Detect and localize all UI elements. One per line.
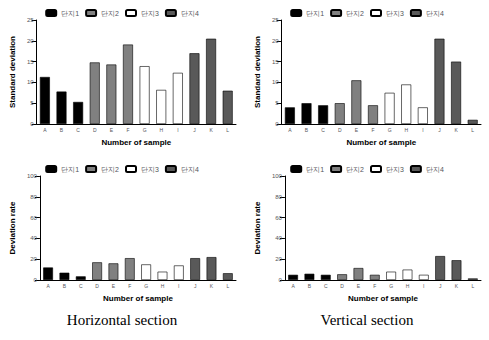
svg-text:Number of sample: Number of sample [346,138,416,147]
svg-text:G: G [388,127,392,133]
svg-text:단지2: 단지2 [101,10,119,17]
svg-text:15: 15 [27,59,34,65]
svg-text:Deviation rate: Deviation rate [253,201,262,254]
svg-text:10: 10 [27,79,34,85]
svg-text:E: E [355,127,359,133]
svg-text:F: F [128,283,131,289]
svg-text:25: 25 [27,17,34,23]
svg-text:Number of sample: Number of sample [348,294,418,303]
svg-text:C: C [79,283,83,289]
svg-text:D: D [340,283,344,289]
svg-text:C: C [324,283,328,289]
svg-text:H: H [406,283,410,289]
svg-text:F: F [373,283,376,289]
svg-text:B: B [308,283,312,289]
svg-text:Deviation rate: Deviation rate [8,201,17,254]
svg-text:단지1: 단지1 [306,166,324,173]
svg-text:0: 0 [34,277,38,283]
svg-text:L: L [226,283,229,289]
svg-text:C: C [76,127,80,133]
svg-text:단지4: 단지4 [181,10,199,17]
svg-text:단지3: 단지3 [386,10,404,17]
svg-text:Number of sample: Number of sample [103,294,173,303]
svg-text:100: 100 [272,173,283,179]
svg-text:20: 20 [272,38,279,44]
svg-text:K: K [454,127,458,133]
svg-text:단지2: 단지2 [346,10,364,17]
svg-text:C: C [321,127,325,133]
svg-text:I: I [422,127,423,133]
svg-text:H: H [161,283,165,289]
svg-text:A: A [291,283,295,289]
svg-text:E: E [112,283,116,289]
svg-text:단지4: 단지4 [426,10,444,17]
svg-text:0: 0 [279,277,283,283]
svg-text:5: 5 [30,100,34,106]
svg-text:단지1: 단지1 [306,10,324,17]
svg-text:E: E [110,127,114,133]
svg-text:B: B [63,283,67,289]
svg-text:F: F [126,127,129,133]
svg-text:단지1: 단지1 [61,10,79,17]
svg-text:A: A [43,127,47,133]
svg-text:15: 15 [272,59,279,65]
svg-text:E: E [357,283,361,289]
svg-text:D: D [95,283,99,289]
svg-text:단지4: 단지4 [426,166,444,173]
svg-text:20: 20 [275,256,282,262]
svg-text:Standard deviation: Standard deviation [8,36,17,108]
svg-text:F: F [371,127,374,133]
svg-text:K: K [210,283,214,289]
svg-text:I: I [423,283,424,289]
svg-text:G: G [389,283,393,289]
svg-text:단지3: 단지3 [141,166,159,173]
svg-text:40: 40 [275,235,282,241]
html-text:Horizontal section: Horizontal section [66,312,178,328]
svg-text:80: 80 [275,194,282,200]
svg-text:L: L [226,127,229,133]
svg-text:5: 5 [275,100,279,106]
svg-text:60: 60 [30,215,37,221]
svg-text:Standard deviation: Standard deviation [253,36,262,108]
svg-text:0: 0 [275,121,279,127]
svg-text:100: 100 [27,173,38,179]
svg-text:J: J [439,283,442,289]
svg-text:G: G [144,283,148,289]
svg-text:단지1: 단지1 [61,166,79,173]
svg-text:J: J [193,127,196,133]
svg-text:J: J [194,283,197,289]
svg-text:L: L [471,283,474,289]
svg-text:0: 0 [30,121,34,127]
svg-text:L: L [471,127,474,133]
svg-text:J: J [438,127,441,133]
svg-text:단지2: 단지2 [101,166,119,173]
svg-text:H: H [159,127,163,133]
svg-text:단지4: 단지4 [181,166,199,173]
svg-text:20: 20 [30,256,37,262]
svg-text:I: I [178,283,179,289]
svg-text:80: 80 [30,194,37,200]
svg-text:25: 25 [272,17,279,23]
svg-text:D: D [338,127,342,133]
svg-text:단지2: 단지2 [346,166,364,173]
svg-text:I: I [177,127,178,133]
svg-text:20: 20 [27,38,34,44]
svg-text:A: A [46,283,50,289]
svg-text:Number of sample: Number of sample [101,138,171,147]
svg-text:K: K [209,127,213,133]
svg-text:H: H [404,127,408,133]
svg-text:단지3: 단지3 [141,10,159,17]
svg-text:B: B [60,127,64,133]
svg-text:D: D [93,127,97,133]
svg-text:G: G [143,127,147,133]
svg-text:B: B [305,127,309,133]
svg-text:K: K [455,283,459,289]
svg-text:40: 40 [30,235,37,241]
html-text:Vertical section: Vertical section [320,312,414,328]
svg-text:10: 10 [272,79,279,85]
svg-text:60: 60 [275,215,282,221]
svg-text:A: A [288,127,292,133]
svg-text:단지3: 단지3 [386,166,404,173]
